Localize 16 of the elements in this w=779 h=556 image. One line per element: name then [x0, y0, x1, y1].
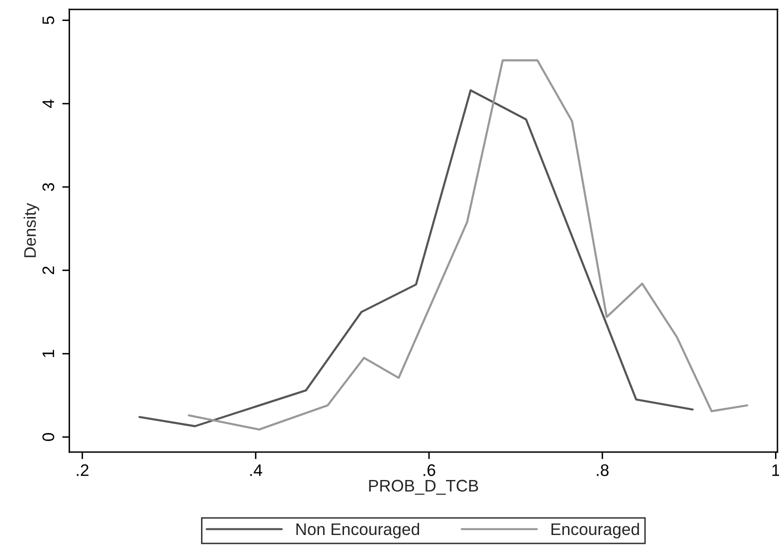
x-axis-title: PROB_D_TCB	[369, 480, 478, 495]
x-tick-label: .4	[250, 464, 262, 476]
y-tick-label: 5	[42, 16, 54, 24]
y-tick-label: 3	[42, 183, 54, 191]
y-tick-label: 0	[42, 433, 54, 442]
line-series	[138, 89, 694, 428]
x-tick-label: .6	[424, 464, 436, 476]
legend-label: Encouraged	[552, 522, 639, 538]
y-tick-label: 2	[42, 266, 54, 274]
y-tick-label: 4	[42, 99, 54, 108]
y-tick-label: 1	[42, 350, 54, 358]
legend-label: Non Encouraged	[296, 522, 420, 538]
y-axis-title: Density	[24, 202, 40, 258]
line-series	[188, 59, 748, 431]
x-tick-label: .8	[596, 464, 609, 476]
x-tick-label: .2	[76, 464, 88, 476]
